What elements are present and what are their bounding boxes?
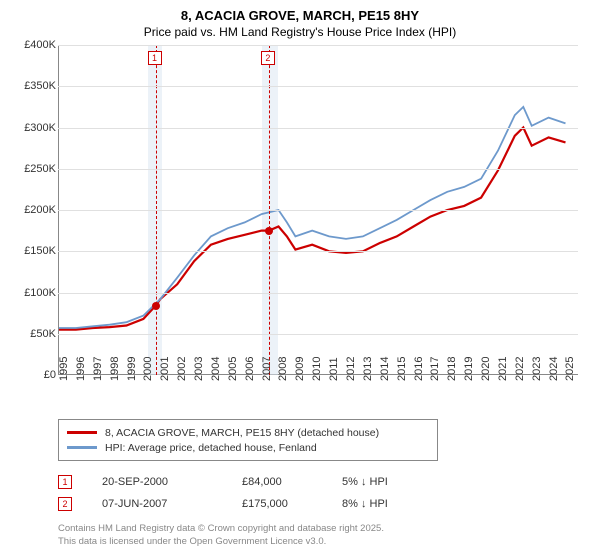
- transaction-row: 1 20-SEP-2000£84,0005% ↓ HPI: [58, 471, 590, 493]
- y-tick-label: £200K: [10, 204, 56, 216]
- footer-line2: This data is licensed under the Open Gov…: [58, 536, 590, 549]
- gridline: [58, 169, 578, 170]
- transaction-marker: 1: [148, 51, 162, 65]
- transaction-date: 20-SEP-2000: [102, 476, 242, 488]
- transaction-price: £175,000: [242, 498, 342, 510]
- y-tick-label: £300K: [10, 122, 56, 134]
- line-chart: 12 £0£50K£100K£150K£200K£250K£300K£350K£…: [10, 45, 590, 415]
- title-subtitle: Price paid vs. HM Land Registry's House …: [10, 25, 590, 39]
- series-property: [59, 128, 566, 330]
- gridline: [58, 128, 578, 129]
- transaction-price: £84,000: [242, 476, 342, 488]
- legend-label: 8, ACACIA GROVE, MARCH, PE15 8HY (detach…: [105, 427, 379, 439]
- gridline: [58, 210, 578, 211]
- legend-item: 8, ACACIA GROVE, MARCH, PE15 8HY (detach…: [67, 425, 429, 440]
- transaction-marker-inline: 1: [58, 475, 72, 489]
- y-tick-label: £0: [10, 369, 56, 381]
- legend-item: HPI: Average price, detached house, Fenl…: [67, 440, 429, 455]
- transaction-marker-inline: 2: [58, 497, 72, 511]
- legend: 8, ACACIA GROVE, MARCH, PE15 8HY (detach…: [58, 419, 438, 461]
- series-hpi: [59, 107, 566, 328]
- y-tick-label: £400K: [10, 39, 56, 51]
- y-tick-label: £100K: [10, 287, 56, 299]
- gridline: [58, 45, 578, 46]
- transaction-date: 07-JUN-2007: [102, 498, 242, 510]
- gridline: [58, 293, 578, 294]
- transaction-marker: 2: [261, 51, 275, 65]
- transaction-delta: 8% ↓ HPI: [342, 498, 442, 510]
- chart-title: 8, ACACIA GROVE, MARCH, PE15 8HY Price p…: [10, 8, 590, 39]
- legend-swatch: [67, 446, 97, 449]
- gridline: [58, 334, 578, 335]
- legend-swatch: [67, 431, 97, 434]
- y-tick-label: £250K: [10, 163, 56, 175]
- transaction-delta: 5% ↓ HPI: [342, 476, 442, 488]
- footer-line1: Contains HM Land Registry data © Crown c…: [58, 523, 590, 536]
- y-tick-label: £350K: [10, 80, 56, 92]
- legend-label: HPI: Average price, detached house, Fenl…: [105, 442, 317, 454]
- transaction-table: 1 20-SEP-2000£84,0005% ↓ HPI 2 07-JUN-2007£…: [58, 471, 590, 515]
- gridline: [58, 251, 578, 252]
- y-tick-label: £150K: [10, 245, 56, 257]
- x-tick-label: 2025: [564, 357, 598, 381]
- y-tick-label: £50K: [10, 328, 56, 340]
- gridline: [58, 86, 578, 87]
- price-point: [152, 302, 160, 310]
- footer-attribution: Contains HM Land Registry data © Crown c…: [58, 523, 590, 549]
- title-address: 8, ACACIA GROVE, MARCH, PE15 8HY: [10, 8, 590, 23]
- transaction-row: 2 07-JUN-2007£175,0008% ↓ HPI: [58, 493, 590, 515]
- price-point: [265, 227, 273, 235]
